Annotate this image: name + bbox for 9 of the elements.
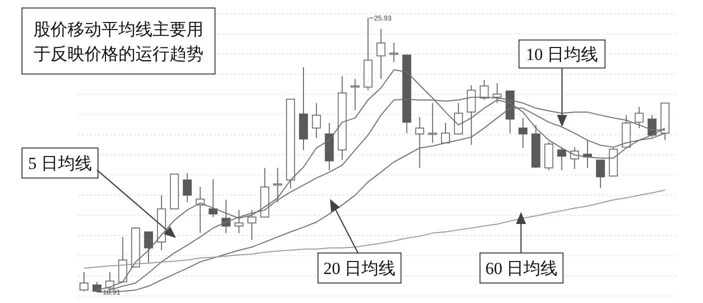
annotation: 60 日均线 — [485, 259, 558, 278]
annotation: 10 日均线 — [518, 40, 606, 68]
title: 股价移动平均线主要用于反映价格的运行趋势 — [22, 8, 216, 74]
annotation: 5 日均线 — [22, 148, 98, 178]
annotation: 20 日均线 — [323, 259, 396, 278]
annotation: 10 日均线 — [526, 45, 598, 64]
annotation: 20 日均线 — [318, 252, 402, 284]
annotation: 60 日均线 — [480, 252, 564, 284]
annotation: 5 日均线 — [28, 154, 92, 174]
